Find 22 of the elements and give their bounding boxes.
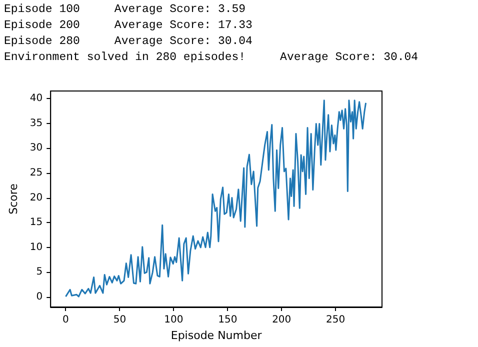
y-tick-label: 15 <box>30 217 43 228</box>
x-tick-label: 250 <box>326 314 346 326</box>
text: Environment solved in 280 episodes! Average Score: 30.04 <box>4 50 418 66</box>
x-tick-label: 50 <box>113 314 126 326</box>
text: Episode 100 Average Score: 3.59 <box>4 2 247 18</box>
x-axis-title: Episode Number <box>170 328 262 342</box>
text: Episode 200 Average Score: 17.33 <box>4 18 254 34</box>
text: Episode 280 Average Score: 30.04 <box>4 34 254 50</box>
x-tick-label: 150 <box>218 314 238 326</box>
y-tick-label: 30 <box>30 142 43 154</box>
line-series <box>64 100 367 298</box>
y-tick-label: 5 <box>36 266 43 278</box>
y-tick-label: 20 <box>30 192 43 204</box>
x-tick-label: 0 <box>62 314 69 326</box>
x-tick-label: 200 <box>272 314 292 326</box>
x-tick-label: 100 <box>164 314 184 326</box>
y-tick-label: 10 <box>30 242 43 253</box>
y-tick-label: 35 <box>30 118 43 129</box>
y-axis-title: Score <box>7 183 20 214</box>
y-tick-label: 40 <box>30 92 43 104</box>
y-tick-label: 25 <box>30 167 43 178</box>
y-tick-label: 0 <box>36 292 43 303</box>
